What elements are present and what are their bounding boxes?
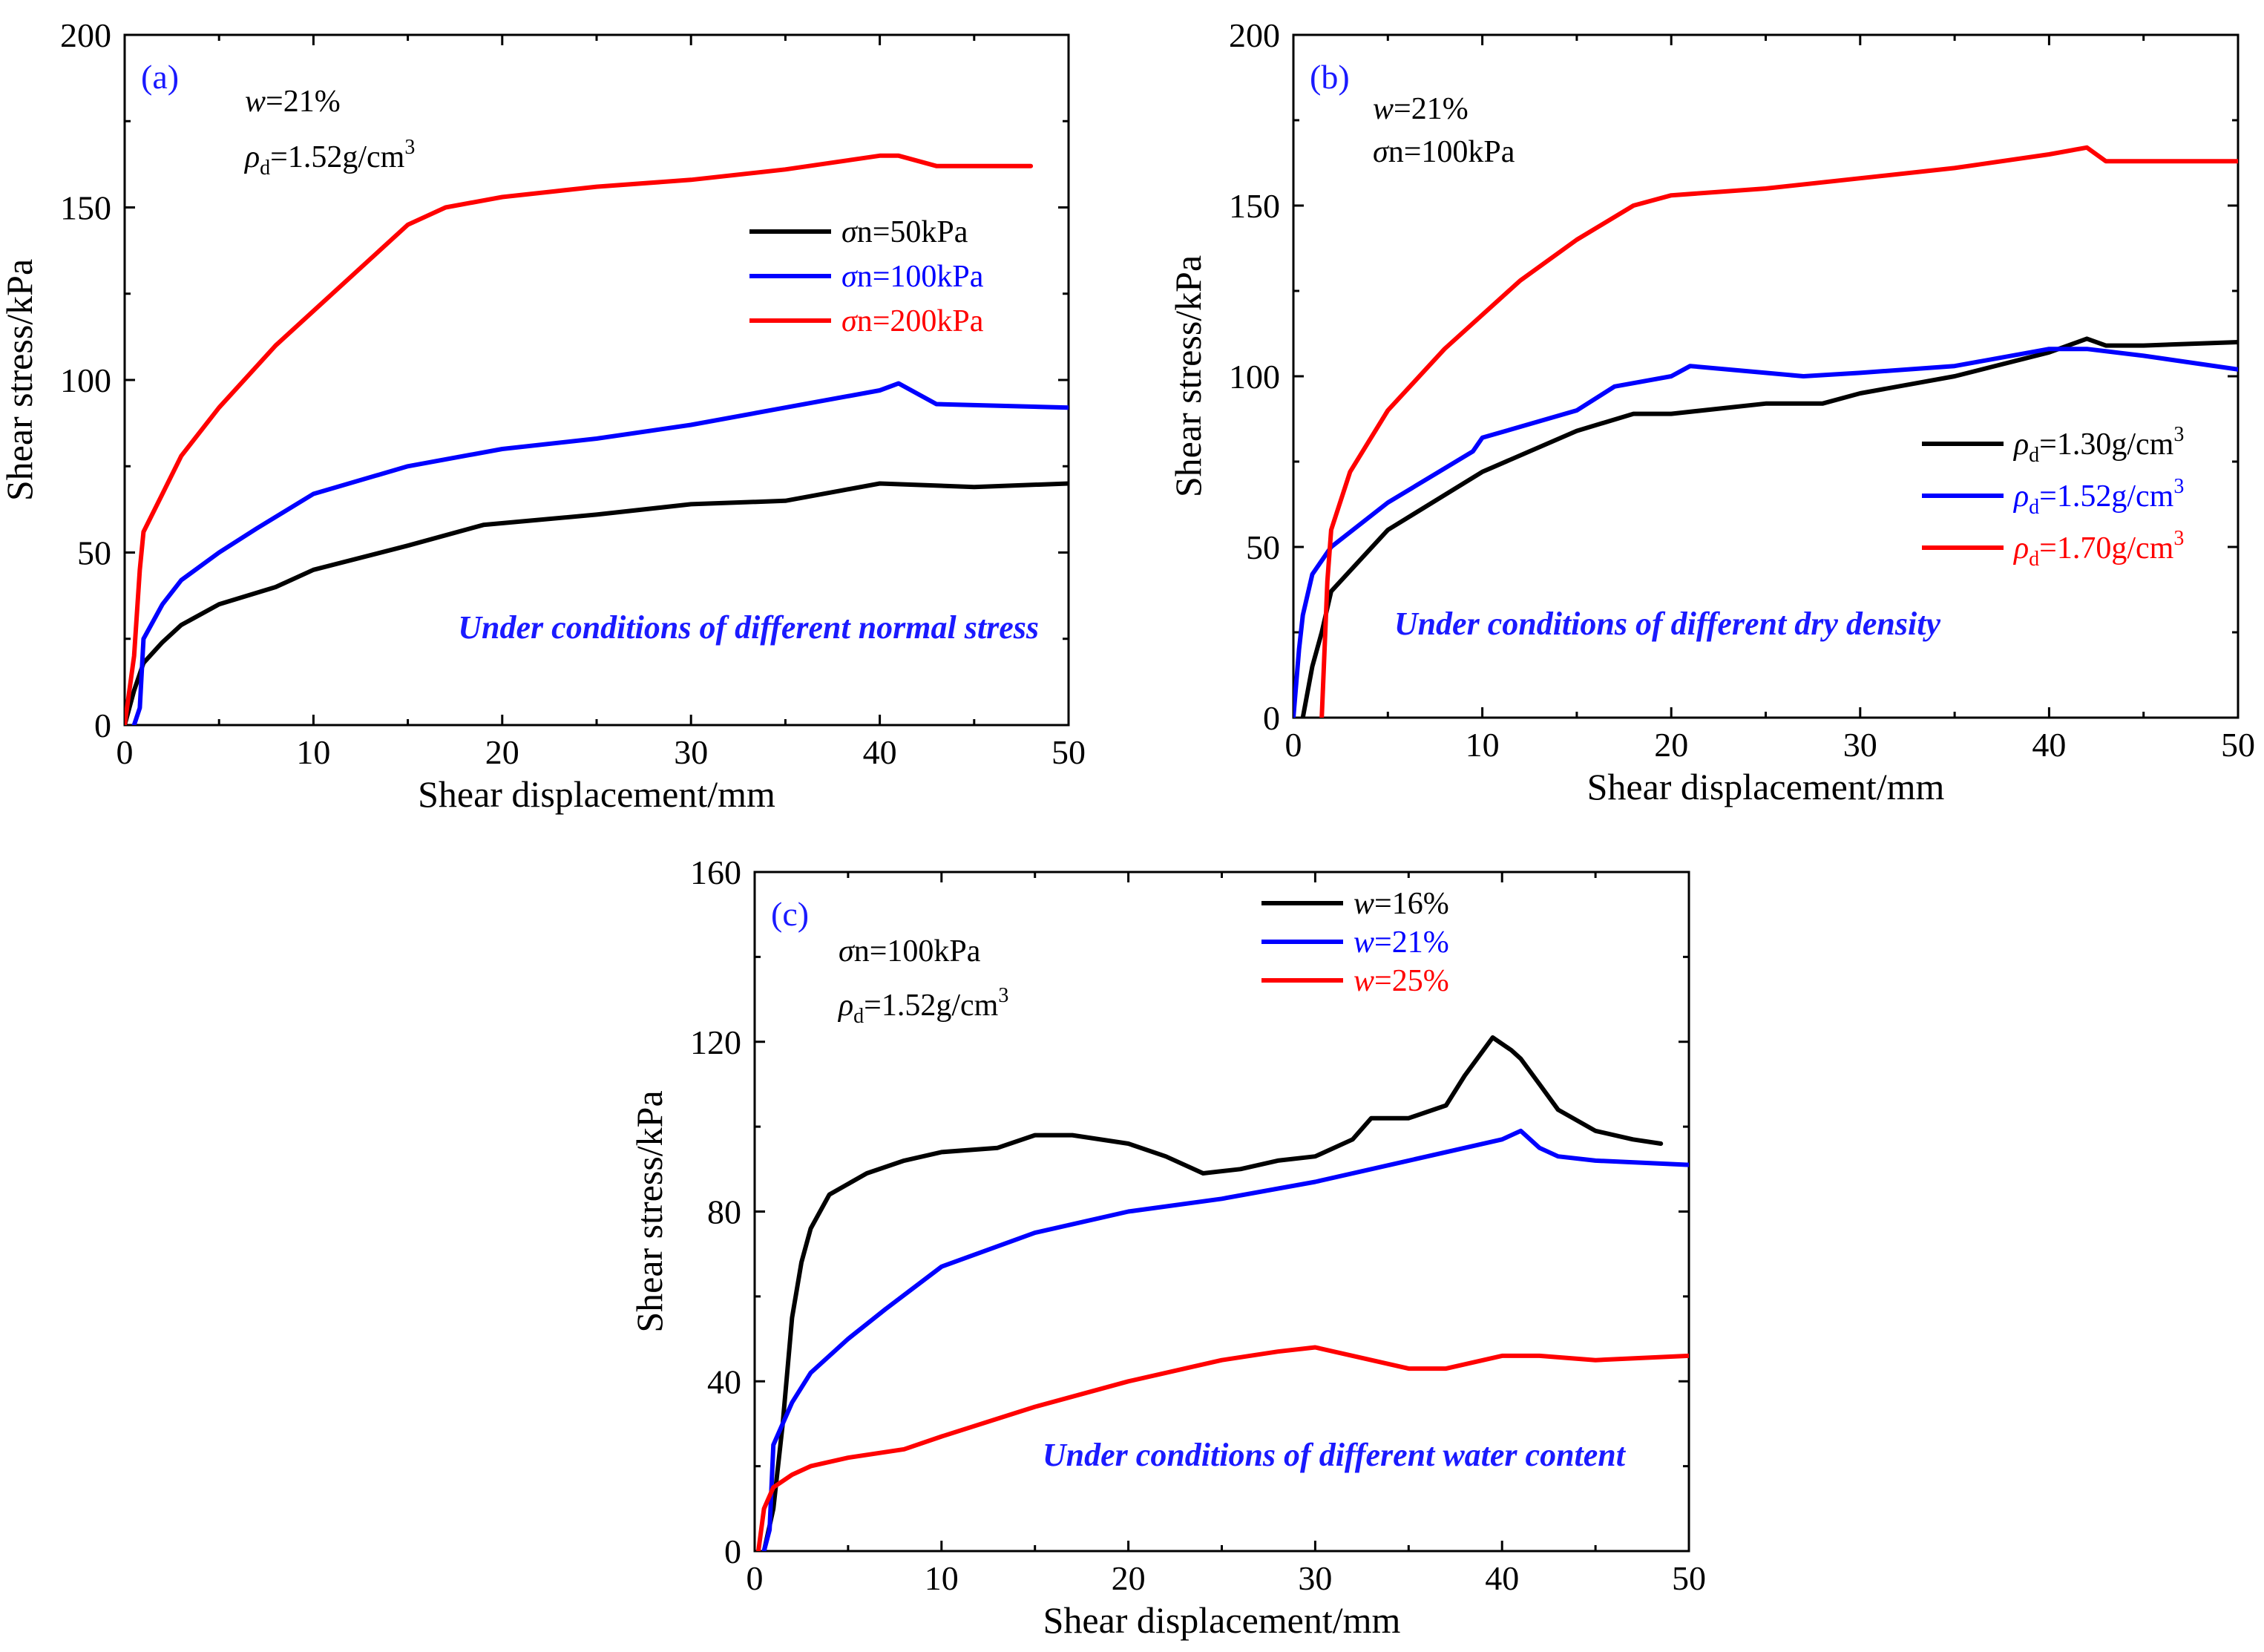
- y-tick-label: 50: [1246, 528, 1280, 566]
- condition-caption: Under conditions of different normal str…: [458, 609, 1039, 646]
- x-tick-label: 0: [117, 733, 134, 771]
- y-tick-label: 0: [94, 707, 111, 744]
- annotation-line-2: ρd=1.52g/cm3: [243, 136, 415, 180]
- panel-label: (b): [1310, 58, 1350, 96]
- x-tick-label: 0: [1285, 726, 1302, 764]
- legend-entry: ρd=1.70g/cm3: [2012, 527, 2184, 571]
- y-tick-label: 50: [77, 534, 111, 572]
- annotation-line-1: w=21%: [1373, 92, 1469, 126]
- x-tick-label: 50: [1051, 733, 1086, 771]
- x-axis-title: Shear displacement/mm: [1043, 1599, 1401, 1641]
- x-tick-label: 10: [925, 1559, 959, 1597]
- series-line-1: [1300, 336, 2238, 718]
- x-tick-label: 50: [1672, 1559, 1706, 1597]
- y-axis-title: Shear stress/kPa: [629, 1090, 670, 1332]
- y-tick-label: 150: [60, 189, 111, 227]
- legend-entry: w=25%: [1354, 964, 1449, 998]
- y-tick-label: 200: [60, 16, 111, 54]
- annotation-line-1: w=21%: [245, 85, 341, 119]
- panel-label: (a): [141, 58, 179, 96]
- x-axis-title: Shear displacement/mm: [1587, 766, 1945, 807]
- y-tick-label: 0: [724, 1533, 741, 1570]
- y-tick-label: 80: [707, 1193, 741, 1231]
- y-tick-label: 120: [690, 1023, 741, 1061]
- series-line-2: [1293, 347, 2238, 718]
- panel-label: (c): [771, 895, 809, 933]
- x-tick-label: 40: [863, 733, 897, 771]
- legend-entry: ρd=1.52g/cm3: [2012, 475, 2184, 519]
- legend-entry: w=16%: [1354, 887, 1449, 921]
- x-tick-label: 20: [1112, 1559, 1146, 1597]
- series-line-3: [1319, 145, 2238, 718]
- series-line-1: [125, 481, 1069, 725]
- y-tick-label: 200: [1229, 16, 1280, 54]
- y-tick-label: 0: [1263, 699, 1280, 737]
- condition-caption: Under conditions of different water cont…: [1043, 1437, 1627, 1473]
- x-tick-label: 10: [1466, 726, 1500, 764]
- x-tick-label: 20: [1654, 726, 1688, 764]
- series-line-1: [761, 1035, 1664, 1551]
- y-tick-label: 100: [60, 361, 111, 399]
- x-tick-label: 30: [674, 733, 708, 771]
- y-tick-label: 150: [1229, 187, 1280, 225]
- x-tick-label: 40: [1485, 1559, 1519, 1597]
- chart-panel-a: 0 10 20 30 40 50 0 50 100 150 200 Shear displacemen…: [0, 16, 1086, 815]
- x-tick-label: 20: [485, 733, 519, 771]
- x-tick-label: 30: [1298, 1559, 1332, 1597]
- y-tick-label: 160: [690, 853, 741, 891]
- y-axis-title: Shear stress/kPa: [1167, 255, 1209, 497]
- legend-entry: σn=50kPa: [841, 215, 968, 249]
- x-tick-label: 10: [296, 733, 330, 771]
- chart-panel-b: 0 10 20 30 40 50 0 50 100 150 200 Shear displacemen…: [1167, 16, 2255, 807]
- series-line-2: [761, 1128, 1689, 1551]
- x-tick-label: 0: [747, 1559, 764, 1597]
- legend-entry: σn=200kPa: [841, 304, 984, 338]
- chart-panel-c: 0 10 20 30 40 50 0 40 80 120 160 Shear displacement…: [629, 853, 1706, 1641]
- annotation-line-1: σn=100kPa: [839, 934, 981, 968]
- series-line-3: [756, 1345, 1689, 1551]
- series-line-2: [131, 381, 1069, 725]
- legend-entry: σn=100kPa: [841, 260, 984, 294]
- condition-caption: Under conditions of different dry densit…: [1394, 606, 1941, 642]
- legend-entry: ρd=1.30g/cm3: [2012, 423, 2184, 467]
- y-tick-label: 100: [1229, 358, 1280, 396]
- x-tick-label: 40: [2032, 726, 2066, 764]
- y-axis-title: Shear stress/kPa: [0, 259, 40, 501]
- y-tick-label: 40: [707, 1363, 741, 1400]
- x-tick-label: 50: [2221, 726, 2255, 764]
- legend-entry: w=21%: [1354, 925, 1449, 960]
- annotation-line-2: ρd=1.52g/cm3: [837, 984, 1008, 1028]
- series-line-3: [125, 153, 1034, 725]
- x-axis-title: Shear displacement/mm: [418, 773, 775, 815]
- x-tick-label: 30: [1843, 726, 1877, 764]
- annotation-line-2: σn=100kPa: [1373, 135, 1515, 169]
